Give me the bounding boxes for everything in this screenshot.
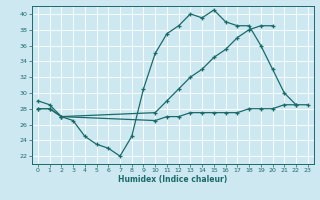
X-axis label: Humidex (Indice chaleur): Humidex (Indice chaleur) [118,175,228,184]
